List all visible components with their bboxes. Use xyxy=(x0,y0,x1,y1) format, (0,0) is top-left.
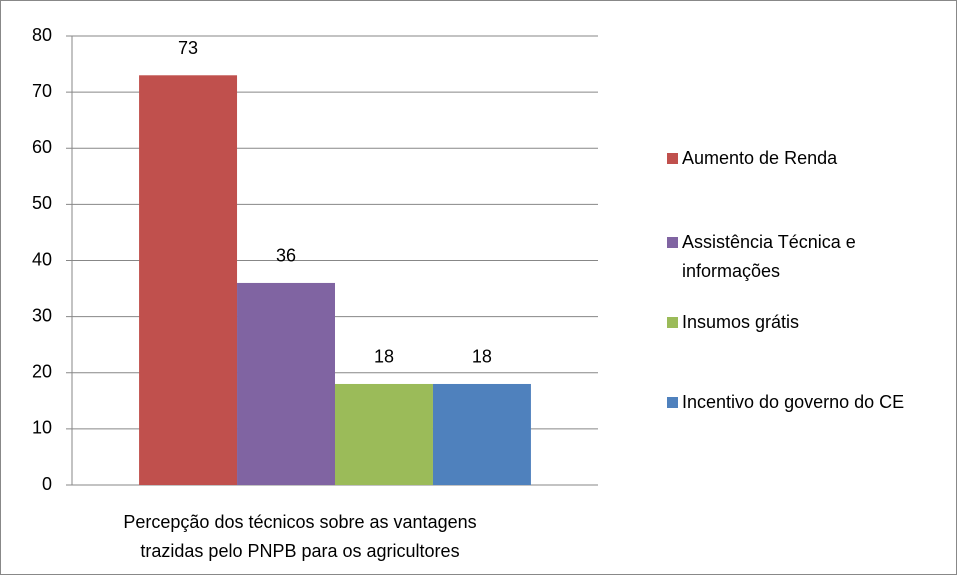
legend-swatch xyxy=(667,237,678,248)
y-tick-label: 10 xyxy=(32,418,52,438)
legend-swatch xyxy=(667,397,678,408)
y-tick-label: 80 xyxy=(32,25,52,45)
bar xyxy=(432,383,531,485)
y-tick-label: 40 xyxy=(32,249,52,269)
bar xyxy=(237,282,335,485)
bar xyxy=(335,383,433,485)
y-tick-label: 30 xyxy=(32,305,52,325)
y-tick-label: 70 xyxy=(32,81,52,101)
y-tick-label: 20 xyxy=(32,362,52,382)
data-label: 18 xyxy=(374,347,394,367)
x-category-label: Percepção dos técnicos sobre as vantagen… xyxy=(123,512,477,561)
data-label: 36 xyxy=(276,246,296,266)
legend-label: Incentivo do governo do CE xyxy=(682,392,905,412)
y-tick-label: 50 xyxy=(32,193,52,213)
bar xyxy=(139,75,238,485)
legend-label: Insumos grátis xyxy=(682,312,800,332)
data-label: 18 xyxy=(472,347,492,367)
y-tick-label: 60 xyxy=(32,137,52,157)
legend-label: Aumento de Renda xyxy=(682,148,838,168)
legend-swatch xyxy=(667,317,678,328)
data-label: 73 xyxy=(178,38,198,58)
legend-label: Assistência Técnica e informações xyxy=(682,232,856,281)
legend-swatch xyxy=(667,153,678,164)
y-tick-label: 0 xyxy=(42,474,52,494)
